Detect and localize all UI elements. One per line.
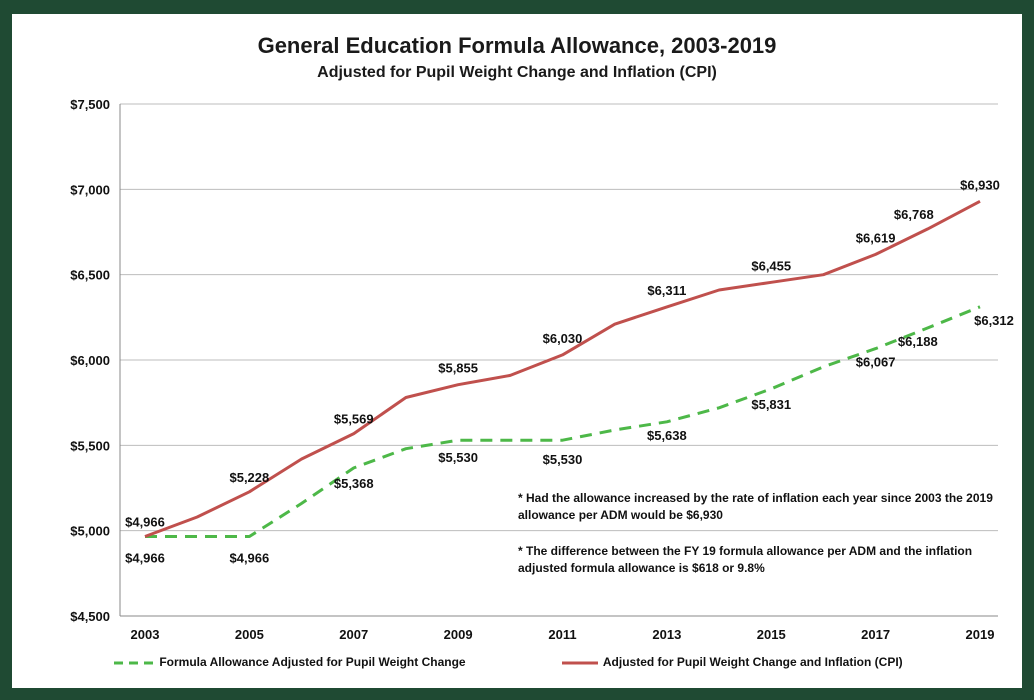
annotation-difference: * The difference between the FY 19 formu… [518,544,973,575]
data-label-cpi: $6,619 [856,230,896,245]
x-tick-label: 2009 [444,627,473,642]
data-label-formula: $5,530 [543,452,583,467]
data-label-cpi: $6,455 [751,258,791,273]
x-tick-label: 2003 [131,627,160,642]
x-tick-label: 2005 [235,627,264,642]
data-label-formula: $6,312 [974,313,1014,328]
y-tick-label: $5,000 [70,524,110,539]
y-tick-label: $7,500 [70,97,110,112]
data-label-cpi: $5,855 [438,361,478,376]
legend-label-cpi: Adjusted for Pupil Weight Change and Inf… [602,655,903,669]
chart-subtitle: Adjusted for Pupil Weight Change and Inf… [317,64,717,81]
data-label-cpi: $6,311 [647,283,686,298]
series-line-formula [145,305,981,538]
chart-title: General Education Formula Allowance, 200… [257,33,777,58]
data-label-formula: $5,530 [438,450,478,465]
annotation-inflation: * Had the allowance increased by the rat… [518,491,993,522]
data-label-cpi: $5,569 [334,412,374,427]
data-label-formula: $6,067 [856,355,896,370]
legend-swatch-solid [562,661,598,665]
series-line-cpi [144,199,981,538]
y-tick-label: $7,000 [70,182,110,197]
legend-label-formula: Formula Allowance Adjusted for Pupil Wei… [159,655,466,669]
data-label-formula: $6,188 [898,334,938,349]
data-label-cpi: $6,768 [894,207,934,222]
x-tick-label: 2017 [861,627,890,642]
y-tick-label: $6,000 [70,353,110,368]
legend-item-cpi: Adjusted for Pupil Weight Change and Inf… [560,655,903,669]
legend-swatch-dashed [114,661,154,665]
data-label-cpi: $6,930 [960,177,1000,192]
y-tick-label: $5,500 [70,438,110,453]
data-label-cpi: $4,966 [125,514,165,529]
data-label-formula: $4,966 [229,550,269,565]
data-label-formula: $5,638 [647,428,687,443]
x-tick-label: 2019 [966,627,995,642]
data-label-cpi: $5,228 [229,470,269,485]
legend-item-formula: Formula Allowance Adjusted for Pupil Wei… [112,655,466,669]
x-tick-label: 2015 [757,627,786,642]
data-label-formula: $5,831 [751,397,791,412]
data-label-formula: $4,966 [125,550,165,565]
data-label-formula: $5,368 [334,476,374,491]
x-tick-label: 2011 [548,627,576,642]
x-tick-label: 2007 [339,627,368,642]
y-tick-label: $4,500 [70,609,110,624]
x-tick-label: 2013 [652,627,681,642]
data-label-cpi: $6,030 [543,331,583,346]
y-tick-label: $6,500 [70,268,110,283]
